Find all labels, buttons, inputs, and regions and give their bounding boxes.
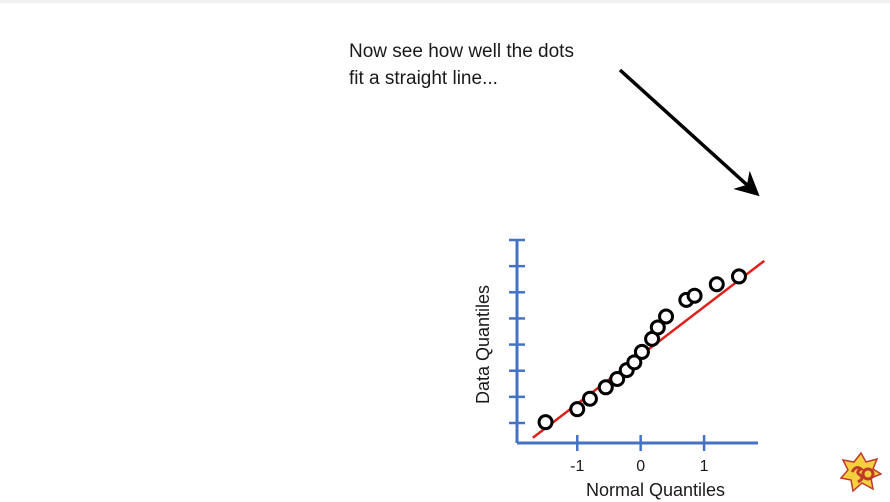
x-axis-title: Normal Quantiles xyxy=(586,480,725,500)
data-point xyxy=(626,354,643,371)
data-point xyxy=(581,390,598,407)
points-layer xyxy=(537,268,747,431)
x-tick-label: 0 xyxy=(636,458,645,475)
annotation-text: Now see how well the dots fit a straight… xyxy=(349,38,574,92)
annotation-line-2: fit a straight line... xyxy=(349,68,498,89)
axes-layer xyxy=(509,238,758,451)
x-tick-label: -1 xyxy=(570,458,584,475)
data-point xyxy=(708,276,725,293)
data-point xyxy=(649,319,666,336)
y-axis-title: Data Quantiles xyxy=(473,285,493,404)
data-point xyxy=(597,379,614,396)
data-point xyxy=(658,308,675,325)
labels-layer: -1 0 1 Normal Quantiles Data Quantiles xyxy=(473,285,725,500)
statquest-logo-icon xyxy=(840,452,882,492)
data-point xyxy=(609,370,626,387)
annotation-line-1: Now see how well the dots xyxy=(349,41,574,62)
data-point xyxy=(633,343,650,360)
x-tick-label: 1 xyxy=(700,458,709,475)
data-point xyxy=(730,268,747,285)
data-point xyxy=(686,287,703,304)
data-point xyxy=(569,401,586,418)
top-rule xyxy=(0,0,890,3)
annotation-arrow xyxy=(618,68,760,197)
data-point xyxy=(537,414,554,431)
